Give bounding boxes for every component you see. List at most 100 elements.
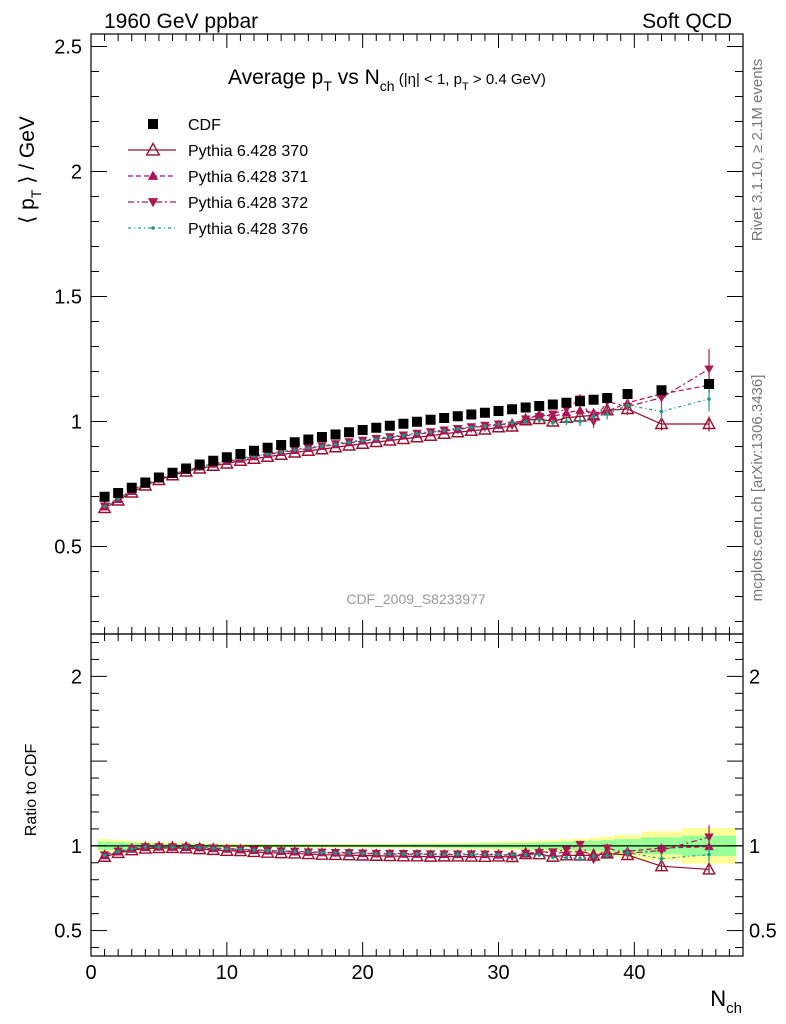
ratio-point-p370 — [654, 858, 669, 872]
ratio-axis-ticks: 0 10 20 30 40 0.5 1 2 0.5 1 2 — [54, 634, 777, 984]
data-point-p376 — [347, 440, 351, 445]
data-point-p376 — [483, 424, 487, 428]
data-point-cdf — [181, 463, 192, 474]
ratio-point-p376 — [347, 851, 351, 855]
ratio-series-layer — [97, 825, 716, 875]
ratio-point-p376 — [265, 848, 270, 853]
title-cut-sub: T — [462, 81, 469, 93]
data-point-cdf — [140, 477, 151, 488]
legend-label-p371: Pythia 6.428 371 — [188, 169, 308, 186]
data-point-cdf — [588, 394, 599, 405]
series-line-p371 — [104, 384, 710, 508]
ratio-point-p372 — [548, 848, 558, 857]
ratio-point-p376 — [537, 853, 542, 857]
legend-marker-cdf — [148, 119, 158, 129]
ratio-point-p372 — [575, 840, 585, 850]
ylabel-open: ⟨ p — [16, 198, 39, 224]
legend-item-p371: Pythia 6.428 371 — [128, 169, 308, 186]
data-point-p376 — [523, 419, 528, 424]
ratio-point-p376 — [707, 852, 711, 857]
ratio-point-p376 — [591, 854, 596, 859]
title-cut-a: (|η| < 1, p — [395, 71, 462, 88]
ylabel-sub: T — [28, 189, 44, 198]
ylabel-close: ⟩ / GeV — [16, 116, 39, 190]
ratio-point-p376 — [415, 852, 419, 856]
ratio-point-p376 — [564, 855, 569, 860]
data-point-cdf — [520, 402, 531, 413]
legend-label-p376: Pythia 6.428 376 — [188, 221, 308, 238]
legend-marker-p372 — [147, 198, 159, 208]
plot-title: Average pT vs Nch (|η| < 1, pT > 0.4 GeV… — [228, 66, 546, 94]
ratio-point-p376 — [333, 851, 338, 855]
data-point-p376 — [292, 448, 297, 452]
data-point-p370 — [702, 416, 716, 430]
ratio-point-p376 — [143, 845, 148, 849]
data-point-p376 — [360, 438, 365, 443]
data-point-cdf — [479, 407, 490, 418]
data-point-p376 — [320, 444, 324, 449]
data-point-p370 — [532, 411, 547, 425]
legend-marker-p376 — [151, 226, 155, 230]
y-tick-label: 1.5 — [54, 287, 82, 309]
data-point-cdf — [153, 472, 164, 483]
data-point-p376 — [388, 435, 392, 440]
ratio-point-p376 — [170, 845, 175, 849]
y-tick-label: 0.5 — [54, 921, 82, 943]
x-tick-label: 30 — [487, 962, 509, 984]
ratio-point-p376 — [116, 849, 120, 854]
data-point-p376 — [605, 412, 609, 416]
main-panel: 0.5 1 1.5 2 2.5 — [54, 33, 744, 635]
legend-label-p372: Pythia 6.428 372 — [188, 195, 308, 212]
ratio-point-p376 — [238, 847, 243, 852]
data-point-cdf — [704, 379, 715, 389]
y-tick-label: 2.5 — [54, 37, 82, 59]
ratio-point-p376 — [320, 850, 324, 855]
series-p372 — [99, 349, 714, 511]
data-point-p376 — [707, 397, 711, 401]
data-point-cdf — [622, 389, 633, 399]
x-axis-label: Nch — [710, 986, 742, 1017]
ratio-point-p371 — [575, 846, 585, 855]
legend-label-cdf: CDF — [188, 117, 221, 134]
ratio-right-tick-label: 2 — [749, 666, 760, 688]
data-point-p376 — [333, 442, 338, 447]
ratio-point-p376 — [129, 847, 134, 851]
data-point-cdf — [534, 401, 545, 411]
ratio-point-p376 — [306, 850, 311, 854]
data-point-p376 — [401, 433, 406, 438]
ratio-point-p376 — [360, 851, 365, 856]
ratio-point-p376 — [496, 852, 501, 857]
data-point-p372 — [656, 394, 667, 403]
data-point-cdf — [221, 452, 232, 463]
series-line-p376 — [104, 398, 710, 508]
title-main-b: vs N — [332, 66, 380, 89]
ratio-point-p370 — [702, 861, 716, 875]
data-point-p376 — [510, 420, 514, 425]
data-point-cdf — [547, 399, 558, 410]
ratio-point-p376 — [483, 852, 487, 857]
xlabel-sub: ch — [726, 1000, 742, 1017]
data-point-cdf — [452, 411, 463, 422]
data-point-p372 — [548, 410, 558, 419]
ratio-point-p376 — [197, 845, 202, 850]
main-y-axis-label: ⟨ pT ⟩ / GeV — [16, 116, 44, 224]
data-point-p376 — [442, 428, 446, 433]
data-point-cdf — [398, 418, 409, 429]
data-point-p372 — [507, 421, 517, 430]
y-tick-label: 2 — [71, 666, 82, 688]
data-point-cdf — [276, 440, 287, 450]
ratio-point-p376 — [428, 852, 433, 857]
data-point-cdf — [575, 396, 585, 407]
mcplots-credit-text: mcplots.cern.ch [arXiv:1306.3436] — [749, 375, 766, 602]
data-point-p376 — [374, 437, 379, 441]
header-right: Soft QCD — [642, 10, 732, 33]
y-tick-label: 1 — [71, 836, 82, 858]
legend-marker-p370 — [145, 141, 161, 156]
legend-label-p370: Pythia 6.428 370 — [188, 143, 308, 160]
ratio-point-p376 — [157, 845, 161, 849]
data-point-p376 — [279, 450, 283, 454]
ratio-point-p376 — [252, 848, 256, 852]
ratio-point-p376 — [625, 850, 630, 855]
title-main-a: Average p — [228, 66, 323, 89]
